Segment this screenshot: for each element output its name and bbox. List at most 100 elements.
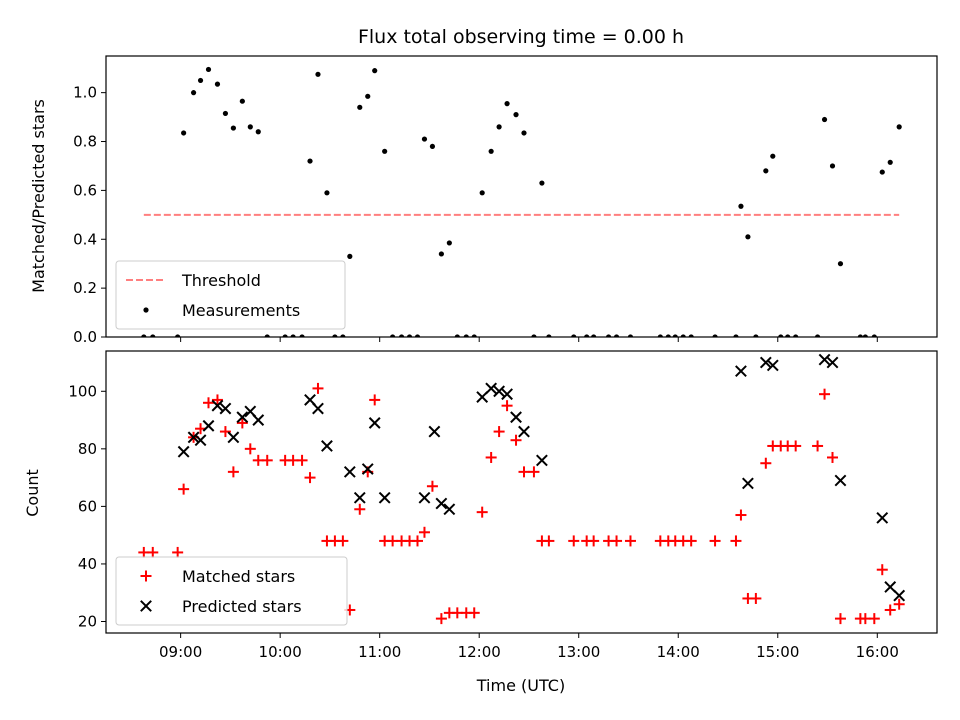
measurement-point: [463, 334, 469, 337]
predicted-stars-point: [759, 356, 772, 369]
predicted-stars-point: [211, 399, 224, 412]
x-tick-label: 16:00: [856, 643, 899, 661]
predicted-stars-point: [219, 402, 232, 415]
predicted-stars-point: [493, 385, 506, 398]
matched-stars-point: [501, 400, 513, 412]
matched-stars-point: [418, 526, 430, 538]
measurement-point: [738, 203, 744, 209]
matched-stars-point: [195, 423, 207, 435]
measurement-point: [753, 334, 759, 337]
bottom-y-tick-label: 60: [78, 497, 97, 515]
predicted-stars-point: [194, 434, 207, 447]
measurement-point: [357, 104, 363, 110]
measurement-point: [488, 148, 494, 154]
matched-stars-point: [227, 466, 239, 478]
matched-stars-point: [588, 535, 600, 547]
measurement-point: [513, 112, 519, 118]
top-panel: Flux total observing time = 0.00 h Match…: [29, 26, 938, 346]
measurement-point: [546, 334, 552, 337]
measurement-point: [837, 261, 844, 267]
measurement-point: [175, 334, 181, 337]
measurement-point: [521, 130, 527, 136]
legend-label: Matched stars: [182, 567, 295, 586]
matched-stars-point: [735, 509, 747, 521]
measurement-point: [390, 334, 396, 337]
matched-stars-point: [624, 535, 636, 547]
measurement-point: [778, 334, 784, 337]
measurement-point: [504, 101, 510, 107]
predicted-stars-point: [510, 411, 522, 424]
predicted-stars-point: [476, 391, 489, 403]
predicted-stars-point: [177, 445, 190, 458]
measurement-point: [879, 169, 885, 175]
predicted-stars-point: [826, 356, 839, 369]
legend-label: Measurements: [182, 301, 300, 320]
measurement-point: [613, 334, 620, 337]
top-legend: Threshold Measurements: [115, 260, 346, 330]
matched-stars-point: [819, 388, 831, 400]
measurement-point: [255, 129, 261, 135]
bottom-y-tick-label: 40: [78, 555, 97, 573]
matched-stars-point: [518, 466, 530, 478]
predicted-stars-point: [187, 431, 200, 444]
measurement-point: [496, 124, 502, 130]
matched-stars-point: [543, 535, 555, 547]
measurement-point: [414, 334, 421, 337]
matched-stars-point: [435, 613, 447, 625]
measurement-point: [421, 136, 428, 142]
predicted-stars-point: [418, 491, 431, 504]
predicted-stars-point: [876, 511, 889, 524]
measurement-point: [214, 81, 221, 87]
measurement-point: [745, 234, 751, 240]
x-tick-label: 11:00: [358, 643, 401, 661]
top-y-tick-label: 0.4: [73, 230, 97, 248]
predicted-stars-point: [893, 589, 906, 602]
predicted-stars-point: [361, 463, 374, 475]
x-tick-label: 14:00: [657, 643, 700, 661]
top-y-axis-label: Matched/Predicted stars: [29, 99, 48, 293]
measurement-point: [365, 93, 371, 99]
predicted-stars-point: [884, 581, 897, 593]
matched-stars-point: [312, 382, 324, 394]
predicted-stars-point: [353, 491, 366, 504]
matched-stars-point: [510, 434, 522, 446]
matched-stars-point: [568, 535, 580, 547]
predicted-stars-point: [501, 388, 513, 401]
matched-stars-point: [244, 443, 256, 455]
matched-stars-point: [236, 417, 248, 429]
top-y-tick-label: 0.2: [73, 279, 97, 297]
matched-stars-point: [211, 394, 223, 406]
measurement-point: [307, 158, 313, 164]
measurement-point: [712, 334, 718, 337]
predicted-stars-point: [834, 474, 847, 487]
predicted-stars-point: [818, 353, 831, 366]
matched-stars-point: [493, 426, 505, 438]
measurement-point: [657, 334, 663, 337]
predicted-stars-point: [312, 402, 324, 415]
measurement-point: [821, 116, 828, 123]
top-y-tick-label: 0.8: [73, 133, 97, 151]
legend-plus-swatch: [140, 570, 152, 582]
measurement-point: [205, 66, 212, 73]
measurement-point: [315, 71, 321, 77]
measurement-point: [531, 334, 537, 337]
measurement-point: [591, 334, 597, 337]
measurement-point: [871, 334, 877, 337]
matched-stars-point: [876, 564, 888, 576]
measurement-point: [181, 130, 187, 136]
matched-stars-point: [750, 592, 762, 604]
legend-item: Measurements: [143, 301, 300, 320]
matched-stars-point: [884, 604, 896, 616]
predicted-stars-point: [485, 382, 498, 395]
top-legend-box: [115, 260, 346, 330]
predicted-stars-point: [202, 419, 215, 432]
bottom-axes-frame: [105, 350, 938, 634]
matched-stars-point: [337, 535, 349, 547]
measurement-point: [372, 68, 378, 74]
bottom-legend: Matched stars Predicted stars: [115, 556, 348, 626]
measurement-point: [571, 334, 577, 337]
top-y-tick-label: 1.0: [73, 84, 97, 102]
measurement-point: [862, 334, 868, 337]
matched-stars-point: [261, 454, 273, 466]
x-axis-label: Time (UTC): [476, 676, 565, 695]
